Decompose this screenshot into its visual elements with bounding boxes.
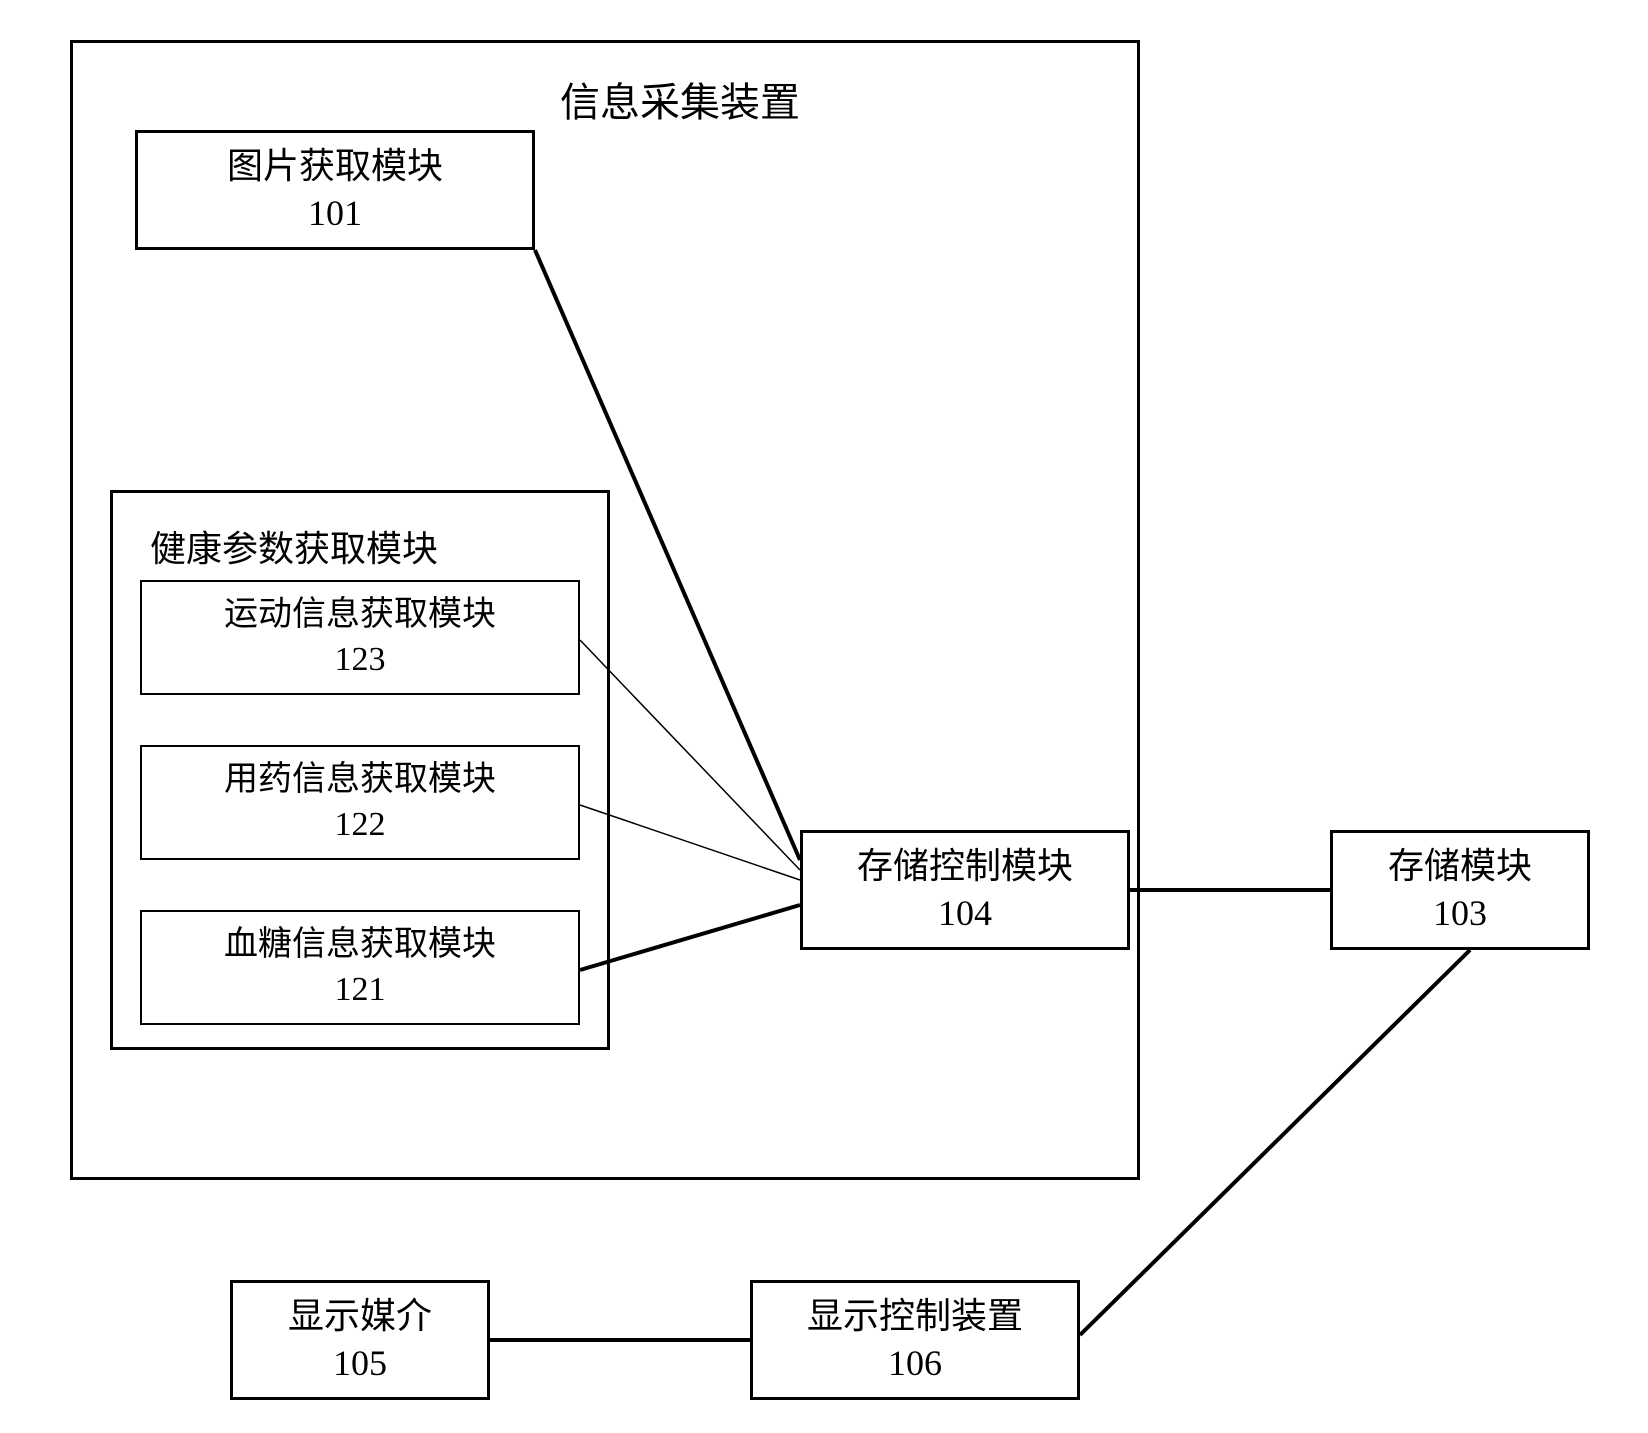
exercise-info-module: 运动信息获取模块 123	[140, 580, 580, 695]
node-label: 用药信息获取模块	[224, 758, 496, 802]
display-medium: 显示媒介 105	[230, 1280, 490, 1400]
node-number: 104	[938, 890, 992, 937]
health-parameter-module-title: 健康参数获取模块	[150, 520, 438, 572]
node-label: 存储模块	[1388, 843, 1532, 890]
node-number: 122	[335, 803, 386, 847]
medication-info-module: 用药信息获取模块 122	[140, 745, 580, 860]
node-label: 图片获取模块	[227, 143, 443, 190]
node-number: 105	[333, 1340, 387, 1387]
node-label: 血糖信息获取模块	[224, 923, 496, 967]
node-number: 106	[888, 1340, 942, 1387]
node-number: 123	[335, 638, 386, 682]
node-number: 101	[308, 190, 362, 237]
node-number: 121	[335, 968, 386, 1012]
display-control-device: 显示控制装置 106	[750, 1280, 1080, 1400]
node-label: 显示媒介	[288, 1293, 432, 1340]
node-label: 显示控制装置	[807, 1293, 1023, 1340]
storage-module: 存储模块 103	[1330, 830, 1590, 950]
storage-control-module: 存储控制模块 104	[800, 830, 1130, 950]
node-label: 存储控制模块	[857, 843, 1073, 890]
node-label: 运动信息获取模块	[224, 593, 496, 637]
info-collection-device-title: 信息采集装置	[560, 70, 800, 128]
image-acquisition-module: 图片获取模块 101	[135, 130, 535, 250]
blood-sugar-info-module: 血糖信息获取模块 121	[140, 910, 580, 1025]
node-number: 103	[1433, 890, 1487, 937]
